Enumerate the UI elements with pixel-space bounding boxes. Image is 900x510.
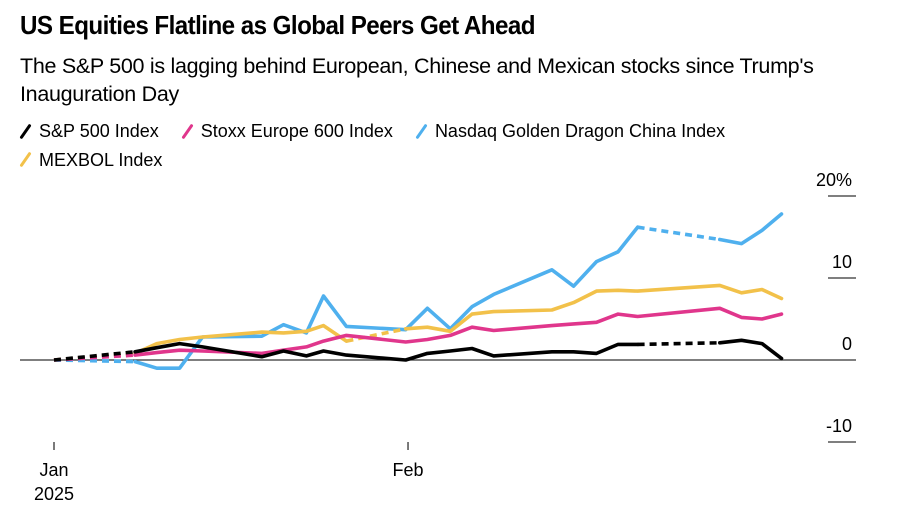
- y-tick-label-0: 20%: [816, 170, 852, 190]
- x-tick-label-0: Jan: [39, 460, 68, 480]
- series-line-stoxx-europe-600-index-segment-1: [133, 306, 784, 357]
- legend-label-stoxx600: Stoxx Europe 600 Index: [200, 121, 393, 141]
- y-tick-label-2: 0: [842, 334, 852, 354]
- chart-subtitle: The S&P 500 is lagging behind European, …: [20, 54, 814, 106]
- x-tick-sublabel-0: 2025: [34, 484, 74, 504]
- y-tick-label-3: -10: [826, 416, 852, 436]
- series-line-s-p-500-index-segment-1: [133, 341, 640, 362]
- legend-label-mexbol: MEXBOL Index: [39, 149, 163, 170]
- series-line-mexbol-index-segment-2: [346, 327, 407, 343]
- legend: S&P 500 Index Stoxx Europe 600 Index Nas…: [19, 118, 880, 175]
- series-line-nasdaq-golden-dragon-china-index-segment-3: [717, 212, 784, 246]
- legend-label-sp500: S&P 500 Index: [39, 121, 159, 141]
- series-line-s-p-500-index-segment-3: [717, 338, 784, 361]
- x-tick-label-1: Feb: [393, 460, 424, 480]
- legend-item-stoxx600: Stoxx Europe 600 Index: [181, 118, 393, 144]
- series-line-s-p-500-index-segment-0: [53, 350, 136, 362]
- series-line-s-p-500-index-segment-2: [637, 341, 720, 347]
- series-line-mexbol-index-segment-3: [403, 283, 784, 334]
- chart-title: US Equities Flatline as Global Peers Get…: [20, 10, 536, 40]
- legend-label-golden-dragon: Nasdaq Golden Dragon China Index: [434, 121, 726, 141]
- legend-item-sp500: S&P 500 Index: [19, 118, 159, 144]
- y-tick-label-1: 10: [832, 252, 852, 272]
- legend-item-mexbol: MEXBOL Index: [19, 147, 163, 173]
- series-line-mexbol-index-segment-1: [133, 323, 349, 356]
- legend-item-golden-dragon: Nasdaq Golden Dragon China Index: [415, 118, 726, 144]
- series-line-nasdaq-golden-dragon-china-index-segment-2: [637, 225, 721, 242]
